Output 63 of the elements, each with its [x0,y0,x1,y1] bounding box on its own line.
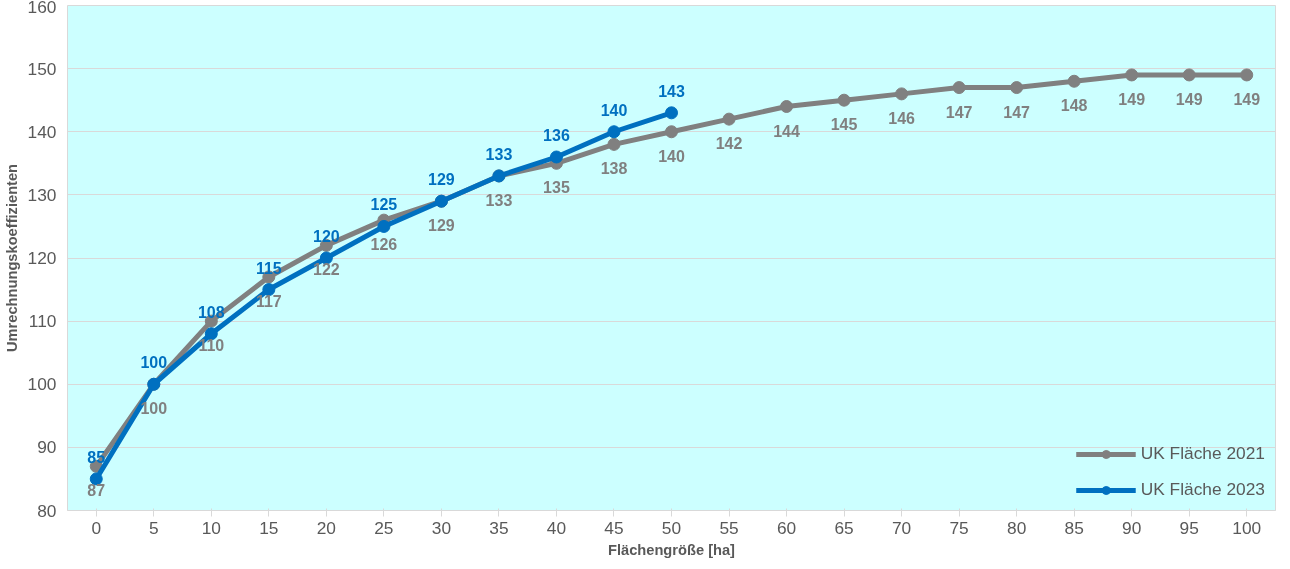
x-tick-label: 70 [891,517,912,538]
data-label: 143 [658,82,685,100]
y-tick-label: 130 [27,184,57,205]
data-label: 140 [658,147,685,165]
data-label: 133 [485,191,513,209]
legend-label: UK Fläche 2023 [1140,479,1265,500]
data-label: 126 [370,236,398,254]
y-tick-label: 90 [37,437,57,458]
data-label: 125 [370,196,398,214]
x-tick-label: 55 [719,517,739,538]
data-label: 129 [428,171,455,189]
data-label: 110 [198,337,225,355]
x-tick-label: 25 [374,517,394,538]
x-tick-label: 75 [949,517,969,538]
data-label: 136 [543,127,570,144]
y-tick-label: 110 [28,311,57,332]
x-tick-label: 30 [431,517,452,538]
data-label: 145 [830,116,858,134]
x-tick-label: 45 [604,517,624,538]
data-label: 148 [1060,97,1088,115]
x-tick-label: 80 [1007,517,1027,538]
data-label: 149 [1118,90,1146,108]
data-label: 149 [1233,90,1261,108]
y-tick-label: 160 [27,0,57,17]
x-tick-label: 20 [316,517,336,538]
x-tick-label: 95 [1179,517,1199,538]
x-axis-title: Flächengröße [ha] [607,541,736,558]
x-tick-label: 0 [91,517,102,538]
x-tick-label: 90 [1122,517,1142,538]
data-label: 135 [543,179,570,197]
x-tick-label: 5 [148,517,159,538]
y-axis-title: Umrechnungskoeffizienten [3,163,20,353]
data-label: 147 [1003,103,1031,121]
y-tick-label: 150 [27,58,57,79]
y-tick-label: 80 [37,500,57,521]
data-label: 100 [140,354,168,372]
x-tick-label: 60 [776,517,797,538]
data-label: 138 [600,160,628,178]
y-tick-label: 120 [27,248,57,268]
x-tick-label: 85 [1064,517,1084,538]
data-label: 120 [313,228,340,245]
x-tick-label: 100 [1232,517,1262,538]
data-label: 133 [485,145,513,163]
data-label: 140 [600,101,628,119]
data-label: 146 [888,109,916,127]
data-label: 100 [140,400,168,418]
x-tick-label: 65 [834,517,854,538]
data-label: 149 [1175,90,1203,108]
x-tick-label: 50 [661,517,682,538]
x-tick-label: 10 [201,517,221,538]
data-label: 142 [715,135,743,153]
data-label: 87 [87,482,106,500]
y-tick-label: 140 [27,121,57,142]
data-label: 144 [773,122,800,140]
x-tick-label: 35 [489,517,509,538]
x-tick-label: 40 [546,517,567,538]
data-label: 122 [313,261,340,279]
y-tick-label: 100 [27,374,57,395]
data-label: 129 [428,217,455,235]
data-label: 117 [255,292,282,310]
legend-label: UK Fläche 2021 [1140,443,1265,464]
data-label: 147 [945,103,973,121]
x-tick-label: 15 [259,517,279,538]
